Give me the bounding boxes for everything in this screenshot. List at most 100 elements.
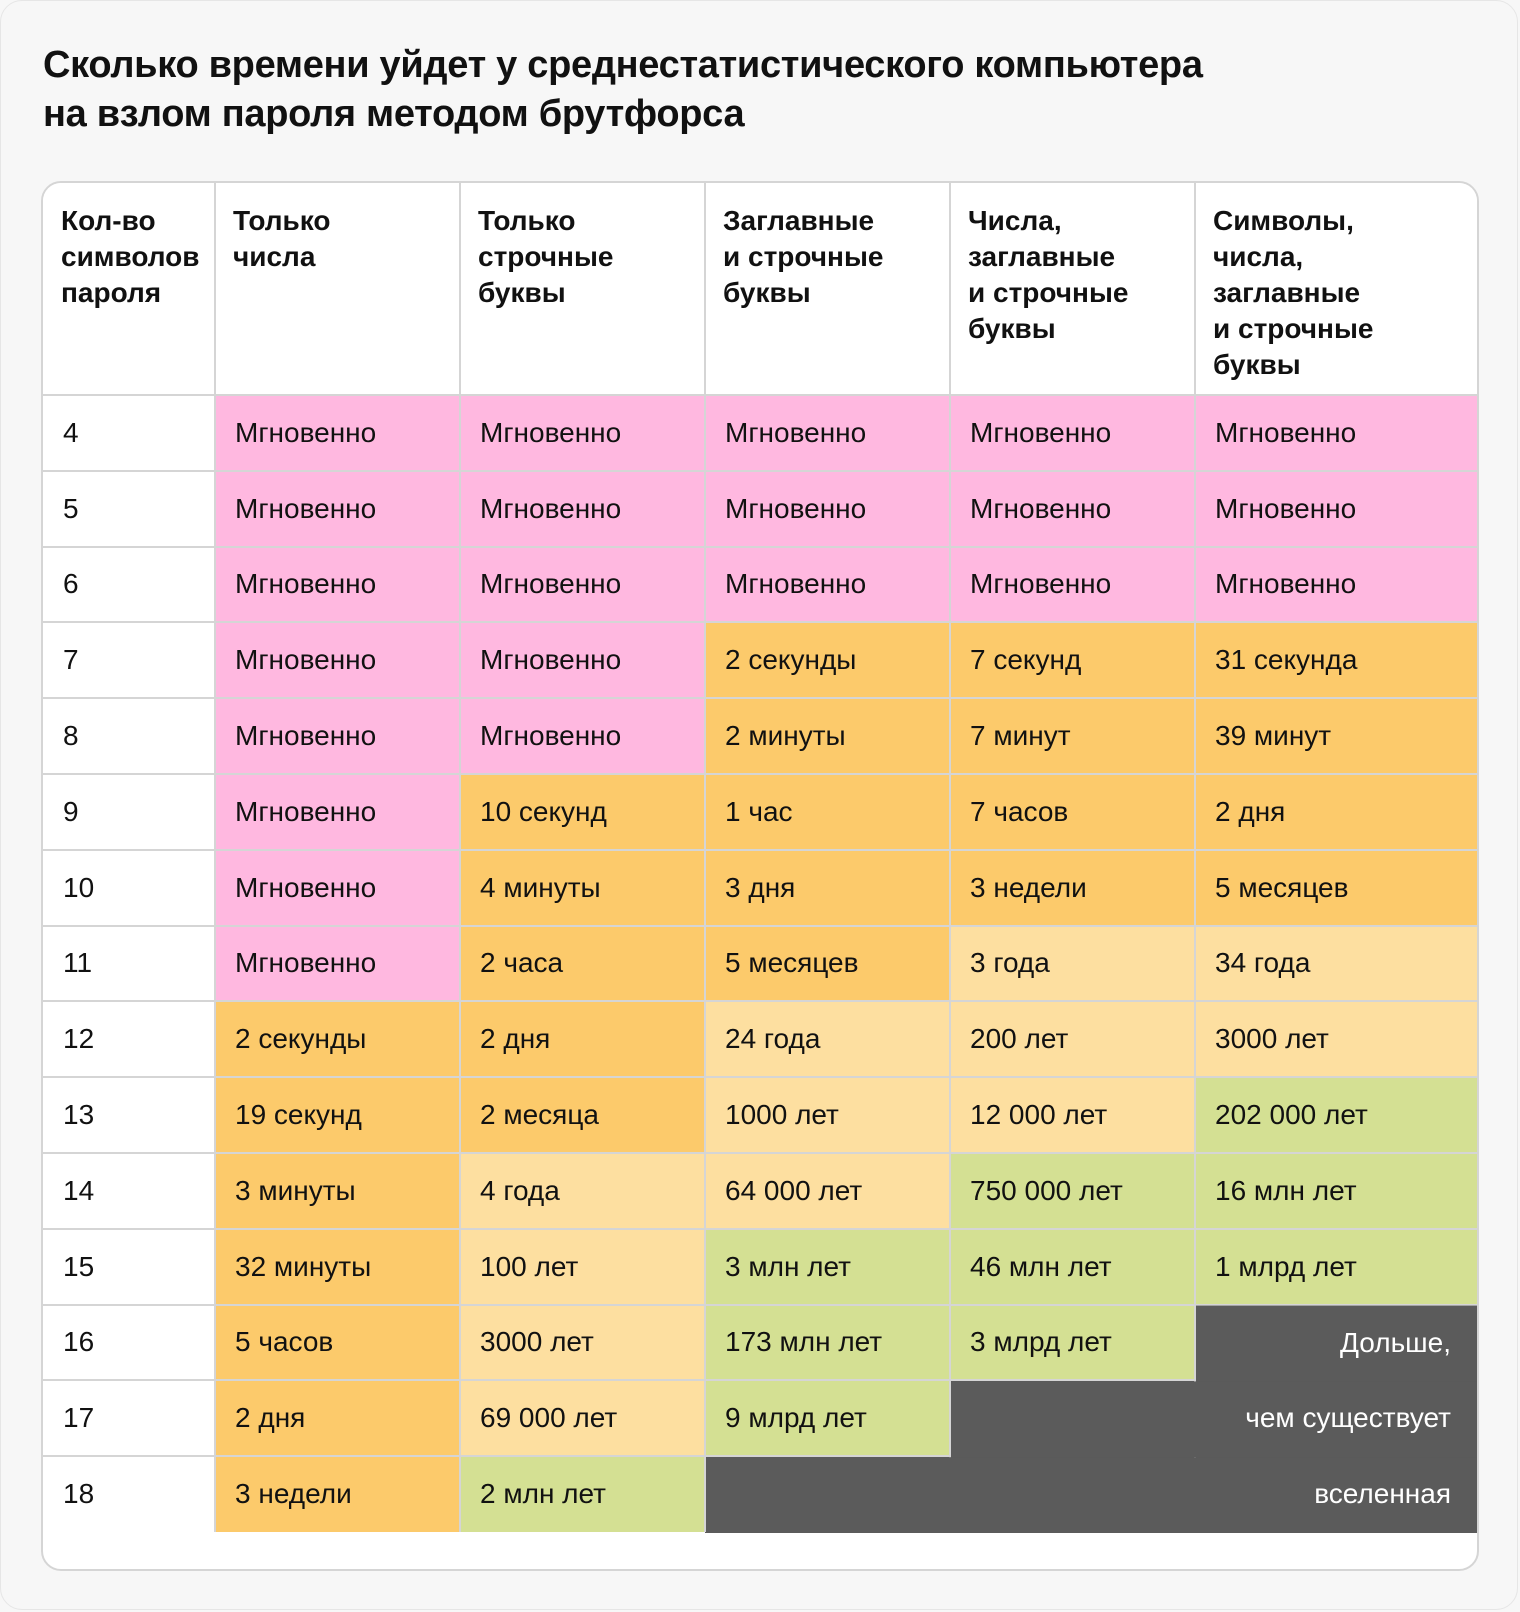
time-cell: 7 часов <box>950 774 1195 850</box>
grid-hline <box>43 848 1477 851</box>
grid-hline <box>43 1227 1477 1230</box>
grid-vline <box>459 183 461 1532</box>
time-cell: 2 месяца <box>460 1077 705 1153</box>
time-cell: Мгновенно <box>460 470 705 547</box>
row-length-cell: 15 <box>43 1228 215 1305</box>
universe-dark-block <box>706 1457 1477 1533</box>
grid-hline <box>43 1455 950 1458</box>
column-header-line: числа, <box>1213 241 1304 272</box>
grid-hline <box>43 621 1477 624</box>
time-cell: Мгновенно <box>215 470 460 547</box>
column-header-line: строчные <box>478 241 614 272</box>
row-length-cell: 5 <box>43 470 215 547</box>
time-cell: 3000 лет <box>1195 1001 1477 1078</box>
time-cell: Мгновенно <box>215 395 460 471</box>
time-cell: Мгновенно <box>215 622 460 699</box>
time-cell: 34 года <box>1195 925 1477 1002</box>
time-cell: 16 млн лет <box>1195 1153 1477 1229</box>
time-cell: 3 млн лет <box>705 1228 950 1305</box>
column-header-5: Символы, числа, заглавные и строчные буквы <box>1195 183 1477 395</box>
universe-note-line: чем существует <box>1245 1402 1451 1434</box>
grid-vline <box>949 183 951 1532</box>
time-cell: 3 года <box>950 925 1195 1002</box>
time-cell: 7 минут <box>950 698 1195 774</box>
time-cell: 1 млрд лет <box>1195 1228 1477 1305</box>
time-cell: 1 час <box>705 774 950 850</box>
time-cell: 5 месяцев <box>1195 849 1477 926</box>
time-cell: 46 млн лет <box>950 1228 1195 1305</box>
time-cell: 2 дня <box>1195 774 1477 850</box>
time-cell: 31 секунда <box>1195 622 1477 699</box>
grid-hline <box>43 1076 1477 1079</box>
time-cell: 100 лет <box>460 1228 705 1305</box>
column-header-line: заглавные <box>968 241 1116 272</box>
time-cell: 69 000 лет <box>460 1380 705 1457</box>
column-header-line: символов <box>61 241 200 272</box>
time-cell: Мгновенно <box>1195 470 1477 547</box>
time-cell: 3 минуты <box>215 1153 460 1229</box>
row-length-cell: 12 <box>43 1001 215 1078</box>
grid-hline <box>43 1379 1195 1382</box>
time-cell: Мгновенно <box>950 470 1195 547</box>
time-cell: 2 млн лет <box>460 1456 705 1532</box>
time-cell: 3 млрд лет <box>950 1304 1195 1381</box>
column-header-line: Только <box>233 205 331 236</box>
row-length-cell: 7 <box>43 622 215 699</box>
time-cell: Мгновенно <box>460 698 705 774</box>
time-cell: 39 минут <box>1195 698 1477 774</box>
row-length-cell: 18 <box>43 1456 215 1532</box>
row-length-cell: 10 <box>43 849 215 926</box>
time-cell: 200 лет <box>950 1001 1195 1078</box>
row-length-cell: 4 <box>43 395 215 471</box>
time-cell: 750 000 лет <box>950 1153 1195 1229</box>
row-length-cell: 16 <box>43 1304 215 1381</box>
time-cell: Мгновенно <box>215 849 460 926</box>
row-length-cell: 6 <box>43 546 215 623</box>
column-header-line: буквы <box>968 313 1056 344</box>
title-line-2: на взлом пароля методом брутфорса <box>43 93 745 135</box>
time-cell: 19 секунд <box>215 1077 460 1153</box>
time-cell: 3 недели <box>950 849 1195 926</box>
column-header-0: Кол-во символов пароля <box>43 183 215 395</box>
column-header-line: и строчные <box>723 241 884 272</box>
column-header-3: Заглавные и строчные буквы <box>705 183 950 395</box>
time-cell: 32 минуты <box>215 1228 460 1305</box>
time-cell: Мгновенно <box>460 395 705 471</box>
column-header-line: заглавные <box>1213 277 1361 308</box>
time-cell: 2 часа <box>460 925 705 1002</box>
row-length-cell: 14 <box>43 1153 215 1229</box>
column-header-line: Кол-во <box>61 205 156 236</box>
time-cell: 24 года <box>705 1001 950 1078</box>
row-length-cell: 11 <box>43 925 215 1002</box>
grid-vline <box>1194 183 1196 1532</box>
grid-hline <box>43 394 1477 396</box>
time-cell: 5 месяцев <box>705 925 950 1002</box>
time-cell: Мгновенно <box>705 470 950 547</box>
time-cell: Мгновенно <box>215 925 460 1002</box>
time-cell: Мгновенно <box>1195 395 1477 471</box>
column-header-line: пароля <box>61 277 162 308</box>
column-header-line: Только <box>478 205 576 236</box>
column-header-line: числа <box>233 241 316 272</box>
universe-region-cover <box>706 1305 1477 1533</box>
time-cell: Мгновенно <box>1195 546 1477 623</box>
grid-hline <box>43 545 1477 548</box>
column-header-line: буквы <box>723 277 811 308</box>
column-header-4: Числа, заглавные и строчные буквы <box>950 183 1195 395</box>
universe-dark-block <box>951 1381 1477 1458</box>
column-header-line: и строчные <box>1213 313 1374 344</box>
page-title: Сколько времени уйдет у среднестатистиче… <box>43 41 1463 139</box>
row-length-cell: 13 <box>43 1077 215 1153</box>
time-cell: 9 млрд лет <box>705 1380 950 1457</box>
time-cell: 1000 лет <box>705 1077 950 1153</box>
time-cell: Мгновенно <box>950 546 1195 623</box>
time-cell: 2 секунды <box>705 622 950 699</box>
grid-hline <box>43 697 1477 700</box>
time-cell: Мгновенно <box>705 546 950 623</box>
column-header-line: и строчные <box>968 277 1129 308</box>
time-cell: Мгновенно <box>215 546 460 623</box>
time-cell: 12 000 лет <box>950 1077 1195 1153</box>
time-cell: 2 дня <box>460 1001 705 1078</box>
column-header-line: буквы <box>1213 349 1301 380</box>
